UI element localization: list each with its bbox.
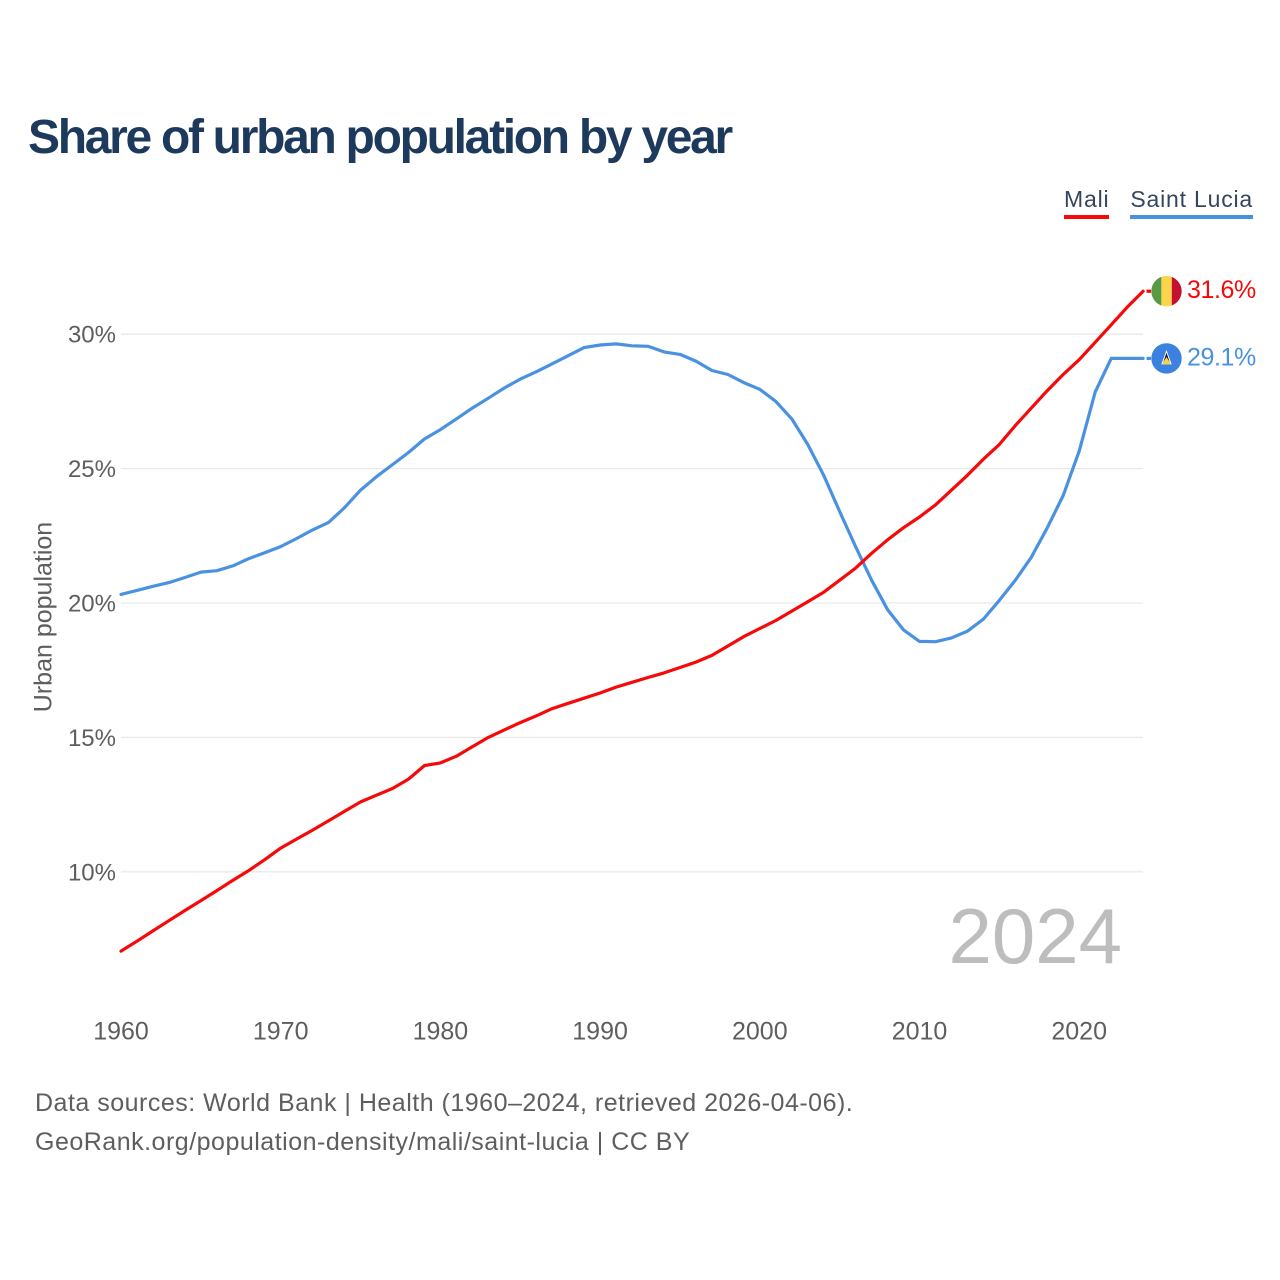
svg-text:20%: 20% — [68, 591, 116, 618]
svg-text:10%: 10% — [68, 859, 116, 886]
svg-text:29.1%: 29.1% — [1187, 343, 1256, 371]
svg-text:1960: 1960 — [93, 1018, 149, 1046]
svg-text:1990: 1990 — [572, 1018, 628, 1046]
svg-text:1980: 1980 — [413, 1018, 469, 1046]
svg-text:15%: 15% — [68, 725, 116, 752]
svg-text:1970: 1970 — [253, 1018, 309, 1046]
svg-text:2010: 2010 — [892, 1018, 948, 1046]
svg-text:Urban population: Urban population — [30, 522, 58, 712]
svg-text:2024: 2024 — [948, 892, 1122, 980]
svg-text:2020: 2020 — [1051, 1018, 1107, 1046]
svg-text:25%: 25% — [68, 456, 116, 483]
svg-text:2000: 2000 — [732, 1018, 788, 1046]
svg-text:30%: 30% — [68, 322, 116, 349]
svg-text:31.6%: 31.6% — [1187, 276, 1256, 304]
